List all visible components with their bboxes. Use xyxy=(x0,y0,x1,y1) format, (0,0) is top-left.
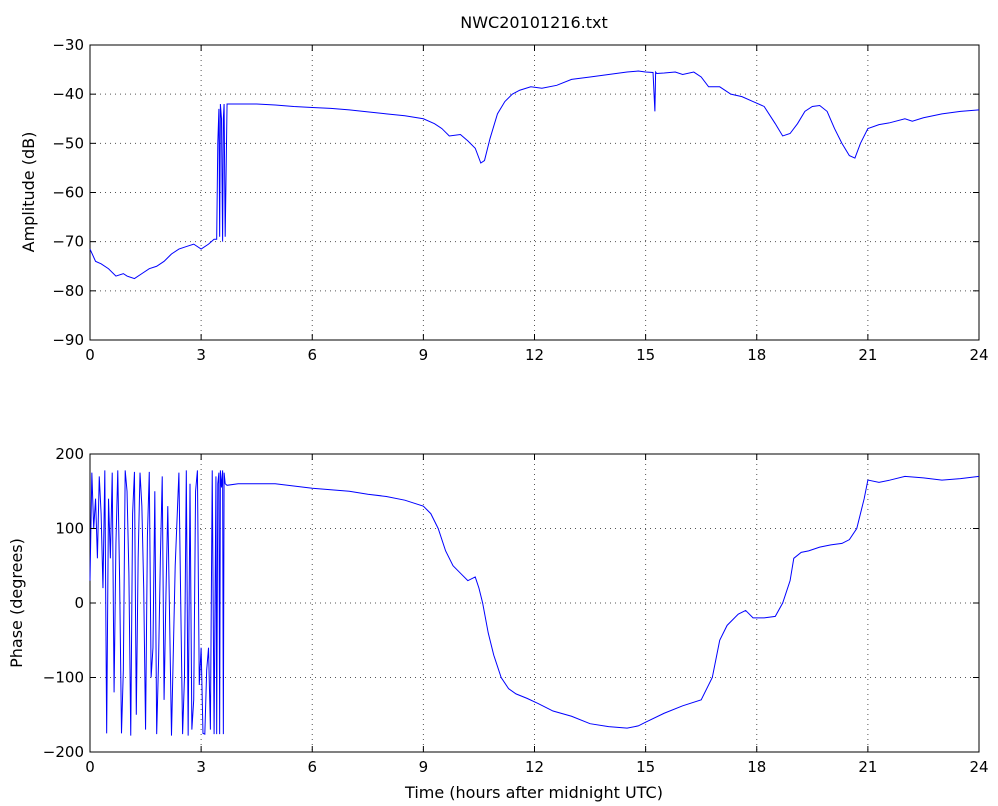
phase-xtick-label: 24 xyxy=(969,758,988,776)
amplitude-xtick-label: 3 xyxy=(196,346,206,364)
phase-ytick-label: 200 xyxy=(55,445,84,463)
phase-xtick-label: 6 xyxy=(307,758,317,776)
phase-ytick-label: 0 xyxy=(74,594,84,612)
amplitude-xtick-label: 6 xyxy=(307,346,317,364)
phase-series-line xyxy=(89,470,980,736)
phase-ytick-label: −100 xyxy=(43,669,84,687)
amplitude-xtick-label: 9 xyxy=(419,346,429,364)
amplitude-xtick-label: 21 xyxy=(858,346,877,364)
amplitude-ytick-label: −70 xyxy=(52,233,84,251)
phase-ylabel: Phase (degrees) xyxy=(7,538,26,668)
amplitude-ylabel: Amplitude (dB) xyxy=(19,132,38,253)
phase-xtick-label: 12 xyxy=(525,758,544,776)
amplitude-ytick-label: −80 xyxy=(52,282,84,300)
amplitude-ytick-label: −90 xyxy=(52,331,84,349)
phase-ytick-label: −200 xyxy=(43,743,84,761)
phase-xtick-label: 15 xyxy=(636,758,655,776)
phase-grid xyxy=(90,454,979,752)
amplitude-xtick-label: 12 xyxy=(525,346,544,364)
amplitude-xtick-label: 24 xyxy=(969,346,988,364)
phase-ytick-label: 100 xyxy=(55,520,84,538)
amplitude-axes: NWC20101216.txt Amplitude (dB) 0 3 6 9 12 15 1… xyxy=(19,13,989,364)
phase-axes: Time (hours after midnight UTC) Phase (d… xyxy=(7,445,989,802)
amplitude-series-line xyxy=(89,70,980,280)
phase-xtick-label: 9 xyxy=(419,758,429,776)
amplitude-ytick-label: −60 xyxy=(52,184,84,202)
amplitude-xtick-label: 0 xyxy=(85,346,95,364)
phase-xtick-label: 3 xyxy=(196,758,206,776)
phase-xtick-label: 18 xyxy=(747,758,766,776)
amplitude-xtick-label: 18 xyxy=(747,346,766,364)
amplitude-ytick-label: −40 xyxy=(52,85,84,103)
amplitude-grid xyxy=(90,45,979,340)
amplitude-ytick-label: −50 xyxy=(52,134,84,152)
amplitude-xtick-label: 15 xyxy=(636,346,655,364)
phase-xtick-label: 0 xyxy=(85,758,95,776)
chart-title: NWC20101216.txt xyxy=(460,13,608,32)
phase-xtick-label: 21 xyxy=(858,758,877,776)
amplitude-ytick-label: −30 xyxy=(52,36,84,54)
phase-xlabel: Time (hours after midnight UTC) xyxy=(404,783,663,802)
